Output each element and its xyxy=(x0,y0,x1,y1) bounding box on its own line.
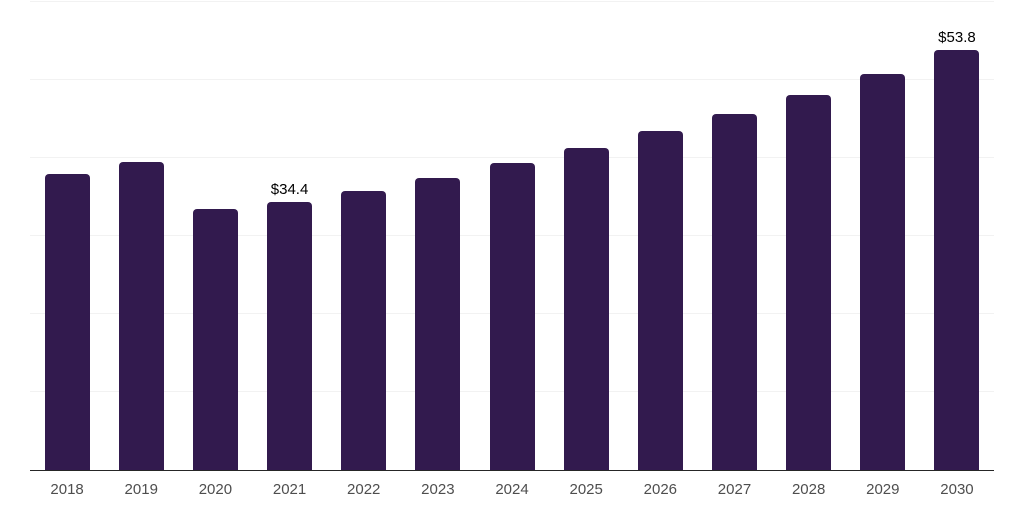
bar-slot-2022 xyxy=(327,2,401,470)
bar-2022[interactable] xyxy=(341,190,387,470)
x-tick-2026: 2026 xyxy=(643,481,678,498)
x-tick-2028: 2028 xyxy=(791,481,826,498)
bar-slot-2029 xyxy=(846,2,920,470)
bar-slot-2027 xyxy=(697,2,771,470)
x-tick-2023: 2023 xyxy=(421,481,455,498)
bar-2021[interactable]: $34.4 xyxy=(267,181,313,470)
bar-slot-2030: $53.8 xyxy=(920,2,994,470)
x-tick-2029: 2029 xyxy=(866,481,900,498)
gridline-60 xyxy=(30,1,994,2)
bar-slot-2019 xyxy=(104,2,178,470)
bar-2027[interactable] xyxy=(711,114,757,470)
x-axis-line xyxy=(30,470,994,471)
bar-2018[interactable] xyxy=(44,174,90,470)
plot-area: $34.4 $53.8 xyxy=(30,1,994,470)
x-tick-2025: 2025 xyxy=(569,481,603,498)
bar-2030[interactable]: $53.8 xyxy=(934,29,980,470)
x-axis-labels: 2018 2019 2020 2021 2022 2023 2024 2025 2026 2027… xyxy=(30,481,994,498)
bars-row: $34.4 $53.8 xyxy=(30,2,994,470)
x-tick-2019: 2019 xyxy=(124,481,158,498)
x-tick-2027: 2027 xyxy=(717,481,752,498)
bar-slot-2021: $34.4 xyxy=(252,2,326,470)
bar-2023[interactable] xyxy=(415,177,461,470)
bar-slot-2018 xyxy=(30,2,104,470)
x-tick-2024: 2024 xyxy=(495,481,529,498)
bar-slot-2020 xyxy=(178,2,252,470)
bar-2028[interactable] xyxy=(786,94,832,470)
bar-2026[interactable] xyxy=(637,131,683,470)
bar-slot-2025 xyxy=(549,2,623,470)
bar-2029[interactable] xyxy=(860,73,906,470)
data-label-2021: $34.4 xyxy=(270,180,309,198)
data-label-2030: $53.8 xyxy=(938,29,976,47)
x-tick-2030: 2030 xyxy=(940,481,974,498)
bar-2024[interactable] xyxy=(489,163,535,470)
x-tick-2021: 2021 xyxy=(272,481,307,498)
x-tick-2022: 2022 xyxy=(347,481,381,498)
bar-2025[interactable] xyxy=(563,147,609,470)
gridline-40 xyxy=(30,157,994,159)
x-tick-2020: 2020 xyxy=(198,481,233,498)
bar-slot-2024 xyxy=(475,2,549,470)
bar-slot-2023 xyxy=(401,2,475,470)
x-tick-2018: 2018 xyxy=(50,481,84,498)
bar-slot-2028 xyxy=(772,2,846,470)
bar-2019[interactable] xyxy=(118,161,164,470)
bar-2020[interactable] xyxy=(192,208,238,470)
bar-slot-2026 xyxy=(623,2,697,470)
gridline-50 xyxy=(30,79,994,80)
